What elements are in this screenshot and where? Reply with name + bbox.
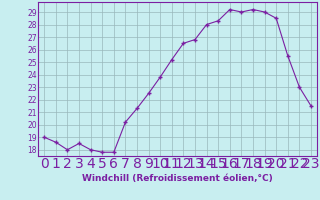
X-axis label: Windchill (Refroidissement éolien,°C): Windchill (Refroidissement éolien,°C) [82,174,273,183]
